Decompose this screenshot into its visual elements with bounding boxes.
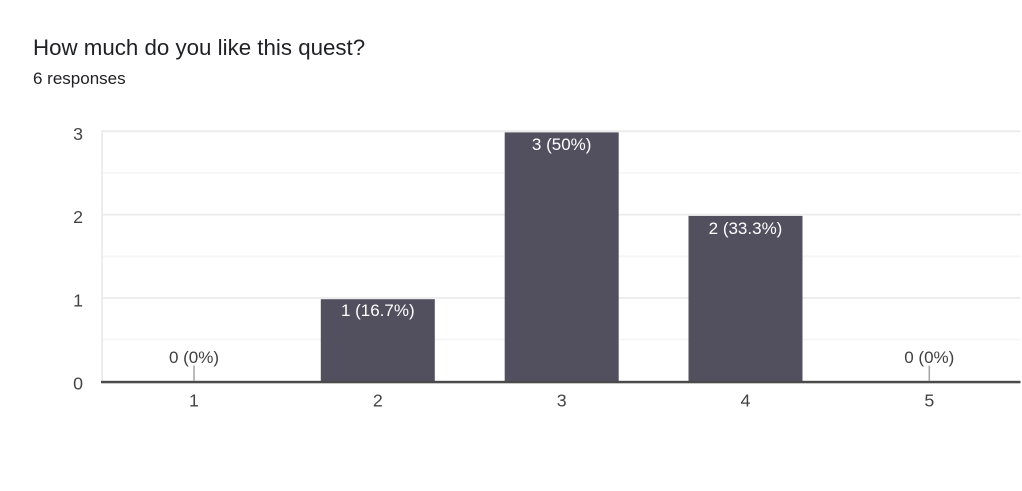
svg-text:4: 4 bbox=[741, 391, 751, 411]
svg-text:3: 3 bbox=[73, 124, 83, 144]
svg-text:0 (0%): 0 (0%) bbox=[904, 348, 954, 367]
svg-text:How much do you like this ques: How much do you like this quest? bbox=[33, 35, 365, 60]
svg-text:5: 5 bbox=[924, 391, 934, 411]
svg-text:2: 2 bbox=[73, 207, 83, 227]
svg-text:1 (16.7%): 1 (16.7%) bbox=[341, 301, 415, 320]
svg-text:0 (0%): 0 (0%) bbox=[169, 348, 219, 367]
svg-text:0: 0 bbox=[73, 374, 83, 394]
svg-text:2: 2 bbox=[373, 391, 383, 411]
svg-text:6 responses: 6 responses bbox=[33, 69, 126, 88]
svg-text:2 (33.3%): 2 (33.3%) bbox=[709, 219, 783, 238]
svg-text:3: 3 bbox=[557, 391, 567, 411]
svg-text:3 (50%): 3 (50%) bbox=[532, 135, 592, 154]
svg-text:1: 1 bbox=[189, 391, 199, 411]
svg-text:1: 1 bbox=[73, 290, 83, 310]
